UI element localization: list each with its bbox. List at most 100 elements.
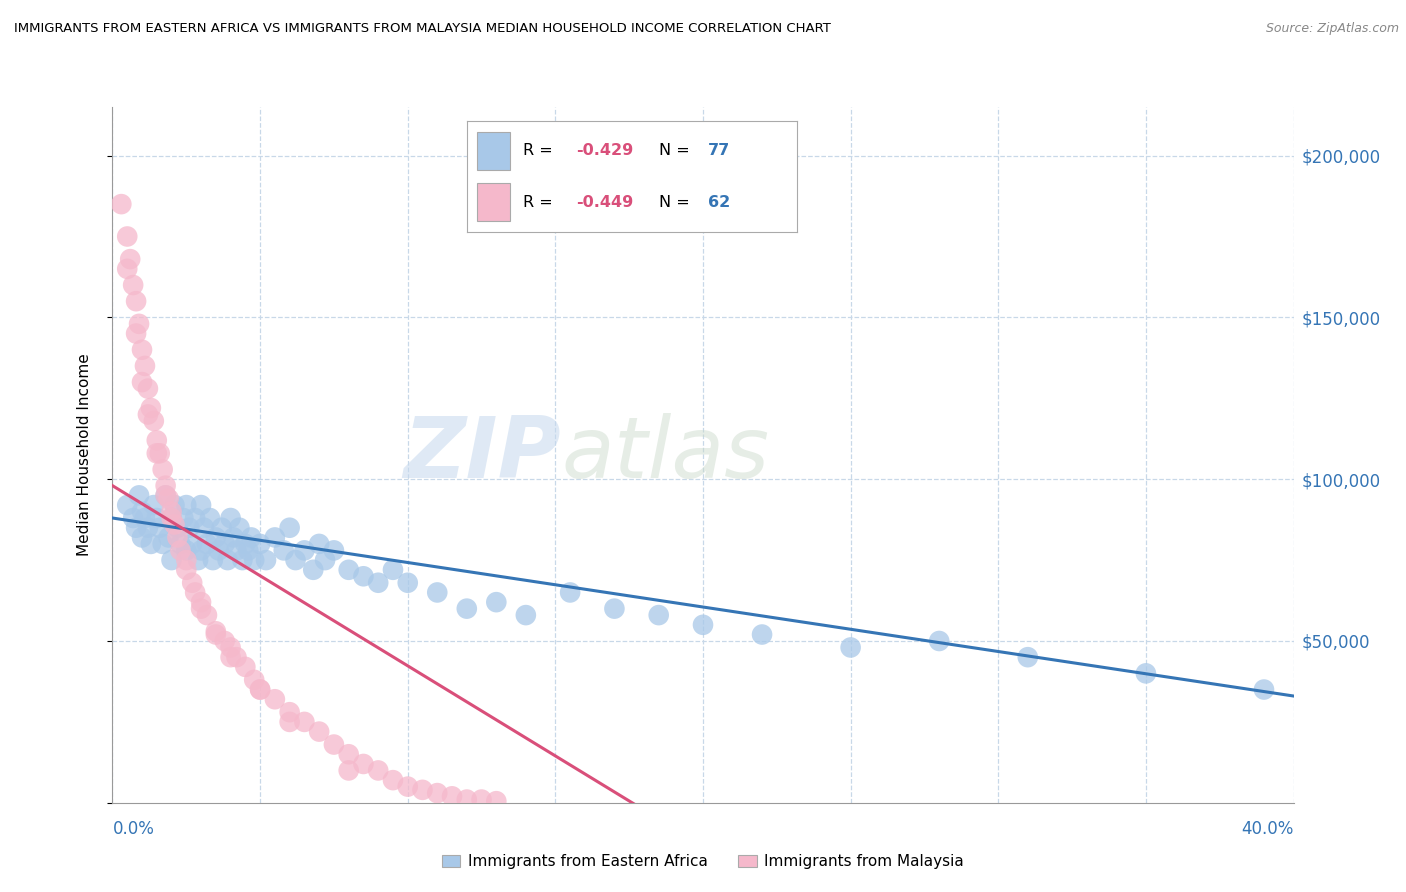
Point xyxy=(337,563,360,577)
Point xyxy=(426,585,449,599)
Point xyxy=(323,543,346,558)
Point xyxy=(211,521,233,535)
Point xyxy=(152,537,174,551)
Point xyxy=(128,317,150,331)
Point xyxy=(201,553,224,567)
Point xyxy=(195,608,218,623)
Point xyxy=(205,627,228,641)
Point xyxy=(222,531,245,545)
Point xyxy=(128,488,150,502)
Point xyxy=(441,789,464,804)
Point xyxy=(174,498,197,512)
Point xyxy=(152,462,174,476)
Point xyxy=(225,650,247,665)
Point xyxy=(166,531,188,545)
Point xyxy=(184,585,207,599)
Point xyxy=(160,504,183,518)
Point xyxy=(146,511,169,525)
Point xyxy=(131,504,153,518)
Point xyxy=(136,408,159,422)
Point xyxy=(195,537,218,551)
Point xyxy=(352,569,374,583)
Point xyxy=(160,511,183,525)
Point xyxy=(238,543,260,558)
Point xyxy=(219,650,242,665)
Point xyxy=(146,434,169,448)
Point xyxy=(337,747,360,762)
Point xyxy=(205,624,228,639)
Point xyxy=(184,511,207,525)
Point xyxy=(190,498,212,512)
Point xyxy=(243,673,266,687)
Legend: Immigrants from Eastern Africa, Immigrants from Malaysia: Immigrants from Eastern Africa, Immigran… xyxy=(436,848,970,875)
Point xyxy=(134,359,156,373)
Point xyxy=(117,498,138,512)
Point xyxy=(243,553,266,567)
Point xyxy=(174,553,197,567)
Point xyxy=(470,792,494,806)
Point xyxy=(169,543,191,558)
Point xyxy=(193,521,215,535)
Point xyxy=(136,382,159,396)
Text: 0.0%: 0.0% xyxy=(112,820,155,838)
Point xyxy=(190,601,212,615)
Point xyxy=(278,521,301,535)
Point xyxy=(240,531,263,545)
Point xyxy=(928,634,950,648)
Point xyxy=(219,511,242,525)
Point xyxy=(839,640,862,655)
Point xyxy=(382,563,405,577)
Point xyxy=(198,511,221,525)
Text: Source: ZipAtlas.com: Source: ZipAtlas.com xyxy=(1265,22,1399,36)
Point xyxy=(284,553,307,567)
Point xyxy=(292,543,315,558)
Point xyxy=(225,543,247,558)
Point xyxy=(249,682,271,697)
Point xyxy=(233,537,256,551)
Point xyxy=(136,521,159,535)
Point xyxy=(249,537,271,551)
Point xyxy=(155,488,177,502)
Point xyxy=(273,543,295,558)
Point xyxy=(160,553,183,567)
Point xyxy=(125,521,148,535)
Point xyxy=(396,575,419,590)
Point xyxy=(214,537,236,551)
Point xyxy=(149,521,172,535)
Point xyxy=(131,531,153,545)
Text: atlas: atlas xyxy=(561,413,769,497)
Y-axis label: Median Household Income: Median Household Income xyxy=(77,353,91,557)
Point xyxy=(139,401,162,415)
Point xyxy=(181,575,204,590)
Point xyxy=(751,627,773,641)
Point xyxy=(302,563,325,577)
Point xyxy=(146,446,169,460)
Point xyxy=(174,543,197,558)
Point xyxy=(352,756,374,771)
Point xyxy=(485,794,508,808)
Point xyxy=(157,491,180,506)
Point xyxy=(292,714,315,729)
Point xyxy=(558,585,582,599)
Point xyxy=(139,537,162,551)
Point xyxy=(214,634,236,648)
Point xyxy=(456,601,478,615)
Point xyxy=(1017,650,1039,665)
Point xyxy=(411,782,433,797)
Point xyxy=(172,511,194,525)
Point xyxy=(163,498,186,512)
Point xyxy=(117,261,138,276)
Point xyxy=(367,764,389,778)
Point xyxy=(323,738,346,752)
Point xyxy=(155,488,177,502)
Point xyxy=(337,764,360,778)
Point xyxy=(217,553,239,567)
Point xyxy=(120,252,142,267)
Point xyxy=(169,537,191,551)
Point xyxy=(233,660,256,674)
Point xyxy=(142,414,165,428)
Point xyxy=(249,682,271,697)
Point xyxy=(314,553,336,567)
Point xyxy=(190,595,212,609)
Point xyxy=(131,343,153,357)
